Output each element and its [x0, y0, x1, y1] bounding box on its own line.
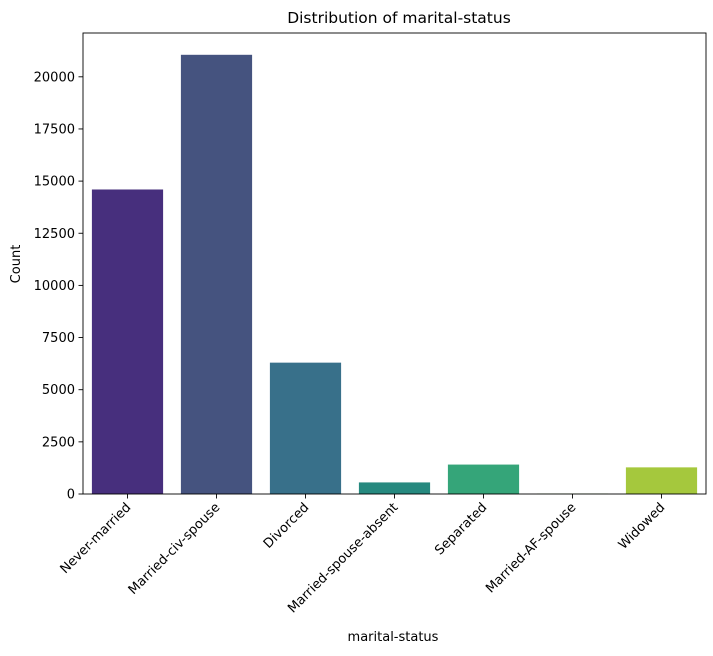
bar	[625, 467, 698, 494]
y-tick-label: 20000	[34, 70, 75, 85]
y-tick-label: 2500	[42, 435, 75, 450]
y-tick-label: 10000	[34, 279, 75, 294]
y-tick-label: 7500	[42, 331, 75, 346]
x-tick-label: Separated	[432, 500, 490, 558]
x-tick-label: Widowed	[616, 500, 669, 553]
x-tick-label: Divorced	[261, 500, 312, 551]
y-tick-label: 0	[67, 488, 75, 503]
y-tick-label: 5000	[42, 383, 75, 398]
plot-frame	[82, 32, 707, 495]
x-axis-title: marital-status	[348, 630, 439, 645]
chart-title: Distribution of marital-status	[287, 9, 511, 27]
x-tick-label: Married-AF-spouse	[483, 500, 579, 596]
bar	[91, 189, 164, 495]
y-tick-label: 15000	[34, 175, 75, 190]
x-tick-label: Married-civ-spouse	[126, 500, 224, 598]
y-axis-title: Count	[9, 245, 24, 284]
y-tick-label: 12500	[34, 227, 75, 242]
bar	[447, 464, 520, 494]
plot-area: 0 2500 5000 7500 10000 12500 15000 17500 20000 Ne…	[34, 32, 707, 616]
y-tick-label: 17500	[34, 122, 75, 137]
bar	[180, 54, 253, 495]
x-tick-label: Never-married	[58, 500, 135, 577]
bar	[269, 362, 342, 494]
bar	[358, 482, 431, 494]
